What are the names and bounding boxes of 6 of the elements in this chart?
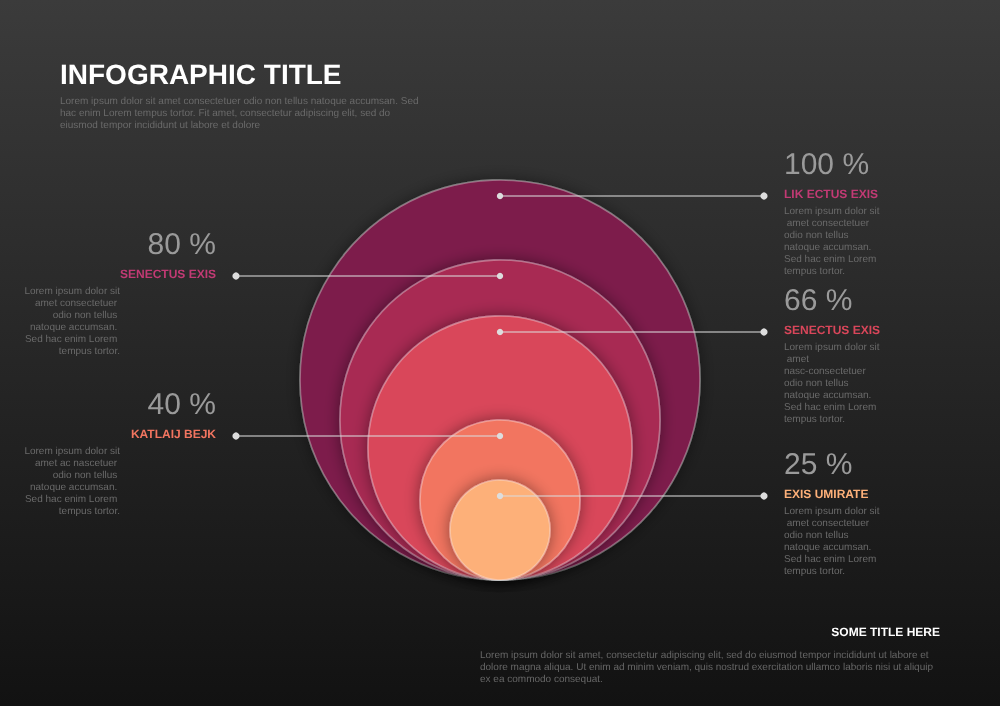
data-label: 100 %	[784, 148, 870, 182]
text: INFOGRAPHIC TITLE	[60, 58, 342, 90]
data-label: 66 %	[784, 284, 853, 318]
data-label: 40 %	[147, 388, 216, 422]
data-label: 25 %	[784, 448, 853, 482]
data-label: 80 %	[147, 228, 216, 262]
